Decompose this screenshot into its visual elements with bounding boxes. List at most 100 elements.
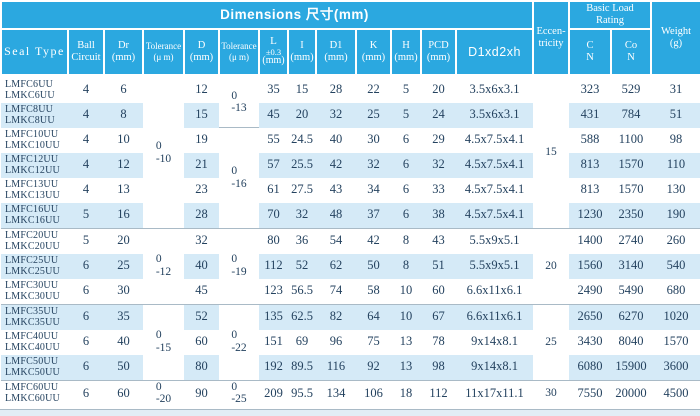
cell-seal-type: LMFC30UU LMKC30UU — [5, 279, 60, 303]
cell-pcd: 32 — [421, 152, 456, 178]
cell-k: 22 — [356, 73, 391, 103]
cell-ball-circuit: 6 — [68, 379, 104, 406]
cell-tolerance-dr: 0 -10 — [143, 73, 184, 228]
cell-co: 3140 — [611, 253, 652, 279]
cell-d: 23 — [195, 182, 208, 197]
header-weight: Weight (g) — [650, 0, 700, 77]
cell-l: 123 — [264, 283, 283, 298]
cell-d1: 82 — [316, 303, 356, 330]
tolerance-value: 0 -25 — [231, 380, 247, 406]
cell-co: 8040 — [618, 334, 644, 349]
table-row: LMFC30UU LMKC30UU 6 30 45 123 56.5 74 58 10 60 6.6… — [1, 279, 700, 305]
cell-pcd: 38 — [421, 202, 456, 228]
cell-d1xd2xh: 9x14x8.1 — [471, 334, 518, 349]
cell-ball-circuit: 4 — [68, 73, 104, 103]
table-row: LMFC20UU LMKC20UU 5 20 0 -12 32 0 -19 80 36 54 42… — [1, 227, 700, 304]
cell-i: 89.5 — [288, 354, 316, 380]
cell-k: 92 — [356, 354, 391, 380]
cell-h: 6 — [391, 202, 421, 228]
cell-seal-type: LMFC13UU LMKC13UU — [5, 178, 60, 202]
cell-co: 2350 — [611, 202, 652, 228]
cell-dr: 20 — [104, 227, 143, 254]
cell-weight: 260 — [651, 227, 700, 254]
cell-k: 75 — [367, 334, 380, 349]
tolerance-value: 0 -19 — [231, 253, 247, 278]
cell-h: 8 — [391, 253, 421, 279]
cell-l: 192 — [259, 354, 288, 380]
cell-d1xd2xh: 4.5x7.5x4.1 — [456, 152, 534, 178]
cell-ball-circuit: 4 — [82, 182, 90, 197]
cell-co: 1570 — [618, 182, 644, 197]
cell-d: 45 — [195, 283, 208, 298]
cell-seal-type: LMFC40UU LMKC40UU — [5, 330, 60, 354]
cell-d: 80 — [184, 354, 219, 380]
cell-d1: 96 — [329, 334, 343, 349]
cell-i: 25.5 — [288, 152, 316, 178]
cell-d: 15 — [184, 102, 219, 128]
cell-d1: 54 — [316, 227, 356, 254]
cell-h: 5 — [391, 73, 421, 103]
cell-d: 19 — [195, 132, 208, 147]
cell-dr: 50 — [104, 354, 143, 380]
header-h: H (mm) — [390, 27, 422, 77]
cell-weight: 98 — [669, 132, 683, 147]
cell-k: 106 — [356, 379, 391, 406]
cell-seal-type: LMFC35UU LMKC35UU — [1, 303, 68, 330]
cell-i: 95.5 — [288, 379, 316, 406]
cell-tolerance-d: 0 -19 — [219, 227, 259, 304]
cell-co: 2740 — [611, 227, 652, 254]
cell-c: 6080 — [569, 354, 612, 380]
cell-i: 20 — [288, 102, 316, 128]
cell-co: 784 — [611, 102, 652, 128]
eccentricity-value: 30 — [545, 386, 557, 399]
table-row: LMFC8UU LMKC8UU 4 8 15 45 20 32 25 5 24 3.5x6x3.1 4… — [1, 102, 700, 128]
cell-seal-type: LMFC60UU LMKC60UU — [1, 379, 68, 406]
table-row: LMFC40UU LMKC40UU 6 40 60 151 69 96 75 13 78 9x14x… — [1, 330, 700, 355]
header-seal-type: Seal Type — [0, 27, 69, 77]
cell-c: 588 — [580, 132, 600, 147]
cell-k: 32 — [356, 152, 391, 178]
cell-tolerance-d: 0 -16 — [219, 127, 259, 228]
cell-tolerance-d: 0 -22 — [219, 303, 259, 380]
cell-co: 529 — [611, 73, 652, 103]
header-pcd: PCD (mm) — [420, 27, 457, 77]
header-tolerance-d: Tolerance (μ m) — [218, 27, 260, 77]
cell-dr: 40 — [117, 334, 130, 349]
cell-h: 8 — [391, 227, 421, 254]
cell-dr: 30 — [117, 283, 130, 298]
table-header: Dimensions 尺寸(mm) Eccen- tricity Basic L… — [0, 0, 700, 77]
dimensions-table: Dimensions 尺寸(mm) Eccen- tricity Basic L… — [0, 0, 700, 406]
cell-d1: 43 — [329, 182, 343, 197]
bottom-strip — [0, 408, 700, 416]
cell-i: 52 — [288, 253, 316, 279]
table-row: LMFC25UU LMKC25UU 6 25 40 112 52 62 50 8 51 5.5x9x… — [1, 253, 700, 279]
cell-d: 52 — [184, 303, 219, 330]
cell-k: 58 — [367, 283, 380, 298]
cell-k: 37 — [356, 202, 391, 228]
cell-d1xd2xh: 11x17x11.1 — [456, 379, 534, 406]
header-l-tolerance: ±0.3 — [265, 46, 282, 57]
cell-l: 70 — [259, 202, 288, 228]
tolerance-value: 0 -15 — [155, 329, 172, 354]
cell-weight: 190 — [651, 202, 700, 228]
cell-d: 32 — [184, 227, 219, 254]
table-row: LMFC50UU LMKC50UU 6 50 80 192 89.5 116 92 13 98 9x… — [1, 354, 700, 380]
cell-i: 27.5 — [291, 182, 313, 197]
cell-d: 40 — [184, 253, 219, 279]
cell-d1xd2xh: 9x14x8.1 — [456, 354, 534, 380]
cell-c: 1230 — [569, 202, 612, 228]
eccentricity-value: 20 — [545, 259, 557, 272]
cell-pcd: 51 — [421, 253, 456, 279]
cell-seal-type: LMFC12UU LMKC12UU — [1, 152, 68, 178]
cell-ball-circuit: 5 — [68, 227, 104, 254]
cell-d1: 116 — [316, 354, 356, 380]
cell-d1xd2xh: 6.6x11x6.1 — [456, 303, 534, 330]
cell-seal-type: LMFC16UU LMKC16UU — [1, 202, 68, 228]
cell-ball-circuit: 6 — [68, 253, 104, 279]
cell-h: 10 — [391, 303, 421, 330]
cell-d: 60 — [195, 334, 208, 349]
cell-h: 6 — [402, 182, 410, 197]
table-row: LMFC60UU LMKC60UU 6 60 0 -20 90 0 -25 209 95.5 1… — [1, 379, 700, 406]
cell-l: 151 — [264, 334, 283, 349]
